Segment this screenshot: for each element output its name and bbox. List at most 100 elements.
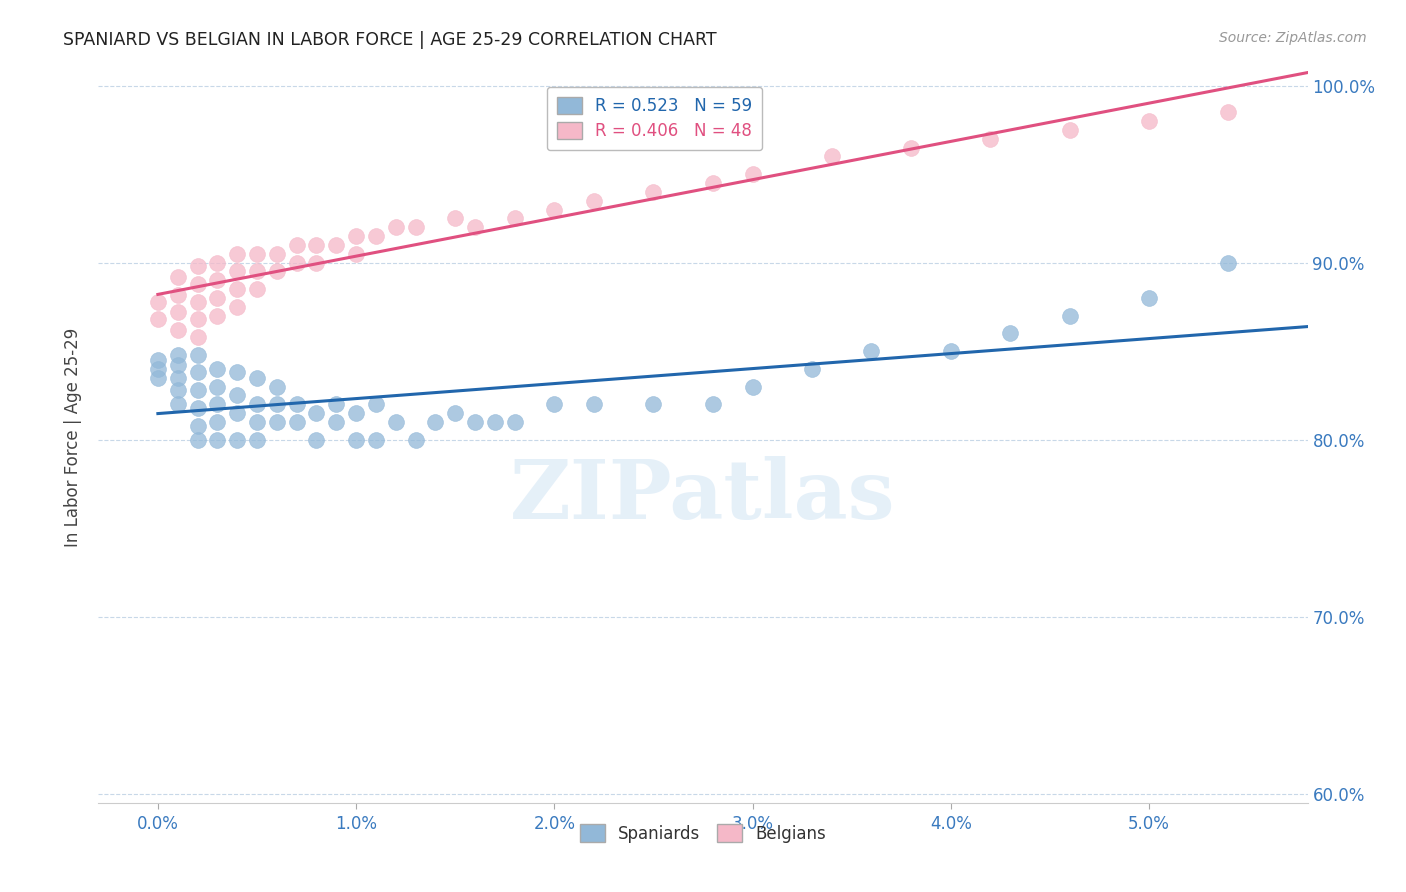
Point bbox=[821, 149, 844, 163]
Text: ZIPatlas: ZIPatlas bbox=[510, 456, 896, 535]
Point bbox=[1059, 309, 1081, 323]
Point bbox=[1000, 326, 1022, 341]
Point bbox=[582, 397, 605, 411]
Point bbox=[702, 176, 724, 190]
Point bbox=[285, 415, 308, 429]
Point bbox=[484, 415, 506, 429]
Point bbox=[425, 415, 447, 429]
Point bbox=[582, 194, 605, 208]
Point bbox=[464, 220, 486, 235]
Point bbox=[186, 418, 208, 433]
Point bbox=[305, 238, 328, 252]
Point bbox=[166, 269, 188, 284]
Point bbox=[1137, 114, 1160, 128]
Point bbox=[1218, 105, 1240, 120]
Point bbox=[146, 362, 169, 376]
Point bbox=[1137, 291, 1160, 305]
Point bbox=[166, 359, 188, 373]
Point bbox=[266, 397, 288, 411]
Point bbox=[305, 255, 328, 269]
Point bbox=[643, 185, 665, 199]
Point bbox=[186, 259, 208, 273]
Point bbox=[166, 348, 188, 362]
Point bbox=[226, 264, 249, 278]
Point bbox=[186, 433, 208, 447]
Point bbox=[344, 247, 367, 261]
Point bbox=[285, 238, 308, 252]
Point bbox=[939, 344, 962, 359]
Point bbox=[464, 415, 486, 429]
Point bbox=[325, 397, 347, 411]
Point bbox=[207, 397, 229, 411]
Point bbox=[166, 287, 188, 301]
Point bbox=[207, 415, 229, 429]
Point bbox=[207, 379, 229, 393]
Point bbox=[166, 323, 188, 337]
Point bbox=[384, 415, 406, 429]
Legend: Spaniards, Belgians: Spaniards, Belgians bbox=[574, 818, 832, 849]
Point bbox=[643, 397, 665, 411]
Point bbox=[543, 202, 565, 217]
Point bbox=[226, 282, 249, 296]
Text: SPANIARD VS BELGIAN IN LABOR FORCE | AGE 25-29 CORRELATION CHART: SPANIARD VS BELGIAN IN LABOR FORCE | AGE… bbox=[63, 31, 717, 49]
Point bbox=[364, 397, 387, 411]
Point bbox=[900, 140, 922, 154]
Point bbox=[543, 397, 565, 411]
Point bbox=[1218, 255, 1240, 269]
Point bbox=[384, 220, 406, 235]
Point bbox=[503, 211, 526, 226]
Point bbox=[186, 312, 208, 326]
Point bbox=[266, 264, 288, 278]
Point bbox=[246, 247, 269, 261]
Point bbox=[801, 362, 824, 376]
Point bbox=[305, 433, 328, 447]
Point bbox=[226, 388, 249, 402]
Point bbox=[146, 294, 169, 309]
Point bbox=[226, 247, 249, 261]
Point bbox=[364, 433, 387, 447]
Point bbox=[266, 415, 288, 429]
Point bbox=[364, 229, 387, 244]
Point bbox=[741, 167, 763, 181]
Point bbox=[503, 415, 526, 429]
Point bbox=[226, 406, 249, 420]
Point bbox=[207, 255, 229, 269]
Point bbox=[325, 238, 347, 252]
Point bbox=[186, 366, 208, 380]
Point bbox=[285, 255, 308, 269]
Point bbox=[266, 247, 288, 261]
Point bbox=[444, 406, 467, 420]
Point bbox=[166, 397, 188, 411]
Point bbox=[266, 379, 288, 393]
Point bbox=[207, 433, 229, 447]
Point bbox=[444, 211, 467, 226]
Point bbox=[246, 415, 269, 429]
Point bbox=[186, 401, 208, 415]
Point bbox=[344, 229, 367, 244]
Point bbox=[186, 330, 208, 344]
Point bbox=[207, 362, 229, 376]
Point bbox=[344, 406, 367, 420]
Point bbox=[226, 366, 249, 380]
Point bbox=[246, 370, 269, 384]
Point bbox=[226, 433, 249, 447]
Point bbox=[166, 383, 188, 397]
Point bbox=[702, 397, 724, 411]
Point bbox=[405, 220, 427, 235]
Point bbox=[405, 433, 427, 447]
Point bbox=[146, 370, 169, 384]
Point bbox=[344, 433, 367, 447]
Point bbox=[207, 309, 229, 323]
Point bbox=[860, 344, 883, 359]
Point bbox=[166, 305, 188, 319]
Point bbox=[166, 370, 188, 384]
Point bbox=[741, 379, 763, 393]
Point bbox=[186, 294, 208, 309]
Point bbox=[186, 383, 208, 397]
Point bbox=[207, 291, 229, 305]
Point bbox=[246, 397, 269, 411]
Point bbox=[246, 433, 269, 447]
Point bbox=[146, 353, 169, 368]
Y-axis label: In Labor Force | Age 25-29: In Labor Force | Age 25-29 bbox=[65, 327, 83, 547]
Point bbox=[226, 300, 249, 314]
